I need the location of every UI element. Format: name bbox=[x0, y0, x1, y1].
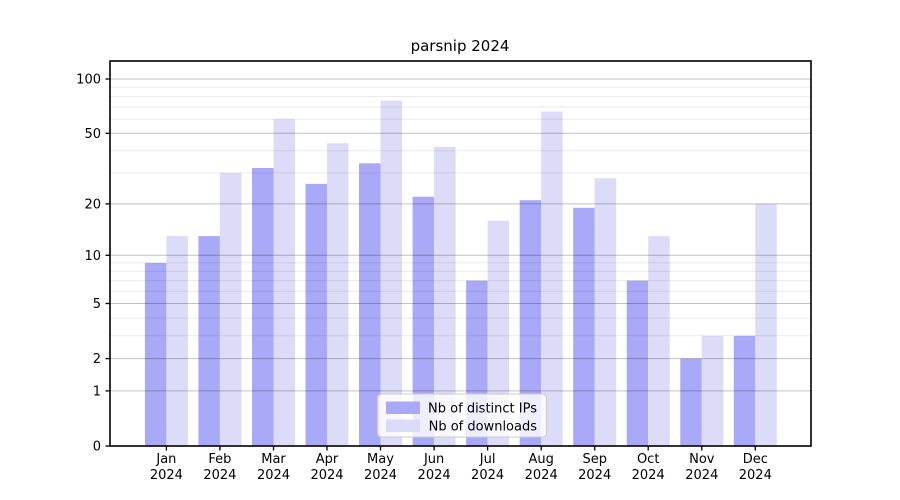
bar-downloads-feb-2024 bbox=[219, 172, 242, 446]
bar-distinct-ips-oct-2024 bbox=[626, 280, 649, 446]
legend-label-distinct-ips: Nb of distinct IPs bbox=[428, 402, 537, 417]
axis-layer: 0 1 2 5 10 20 50 100 Jan 2024 Feb 2024 Mar 2024 Apr 202… bbox=[76, 73, 772, 484]
y-tick-label: 100 bbox=[76, 73, 101, 88]
x-tick-label: Feb 2024 bbox=[203, 452, 236, 483]
bar-distinct-ips-apr-2024 bbox=[305, 183, 327, 446]
legend-label-downloads: Nb of downloads bbox=[429, 420, 538, 435]
y-tick-label: 20 bbox=[84, 197, 101, 212]
x-tick-label: Apr 2024 bbox=[310, 452, 343, 483]
y-tick-label: 2 bbox=[93, 352, 101, 367]
x-tick-label: Jul 2024 bbox=[471, 452, 504, 483]
legend-swatch-downloads bbox=[386, 419, 420, 432]
x-tick-label: May 2024 bbox=[364, 452, 397, 483]
bar-downloads-aug-2024 bbox=[541, 111, 563, 446]
y-tick-label: 5 bbox=[93, 297, 101, 312]
x-tick-label: Sep 2024 bbox=[578, 452, 611, 483]
bar-downloads-nov-2024 bbox=[701, 335, 724, 446]
x-tick-label: Nov 2024 bbox=[685, 452, 718, 483]
chart-title: parsnip 2024 bbox=[411, 37, 510, 55]
y-tick-label: 0 bbox=[93, 440, 101, 455]
bar-distinct-ips-sep-2024 bbox=[573, 207, 595, 446]
y-tick-label: 10 bbox=[84, 249, 101, 264]
legend-swatch-distinct-ips bbox=[386, 401, 420, 414]
bar-downloads-apr-2024 bbox=[327, 143, 349, 447]
bar-distinct-ips-dec-2024 bbox=[733, 335, 756, 446]
bar-downloads-sep-2024 bbox=[594, 178, 617, 446]
x-tick-label: Jun 2024 bbox=[418, 452, 451, 483]
bar-downloads-jan-2024 bbox=[166, 236, 188, 446]
bar-distinct-ips-nov-2024 bbox=[680, 358, 702, 446]
y-tick-label: 1 bbox=[93, 384, 101, 399]
x-tick-label: Mar 2024 bbox=[257, 452, 290, 483]
y-tick-label: 50 bbox=[84, 127, 101, 142]
plot-frame bbox=[109, 60, 812, 447]
legend: Nb of distinct IPs Nb of downloads bbox=[377, 393, 547, 438]
x-tick-label: Dec 2024 bbox=[739, 452, 772, 483]
bar-distinct-ips-jun-2024 bbox=[412, 196, 435, 446]
bar-downloads-jun-2024 bbox=[434, 146, 456, 446]
x-tick-label: Aug 2024 bbox=[525, 452, 558, 483]
bar-distinct-ips-mar-2024 bbox=[252, 168, 274, 446]
bar-downloads-may-2024 bbox=[380, 100, 402, 446]
bar-distinct-ips-may-2024 bbox=[359, 163, 381, 447]
bar-downloads-oct-2024 bbox=[648, 236, 670, 446]
x-tick-label: Jan 2024 bbox=[150, 452, 183, 483]
bar-distinct-ips-jan-2024 bbox=[144, 262, 167, 446]
bar-distinct-ips-feb-2024 bbox=[198, 236, 220, 446]
bar-downloads-dec-2024 bbox=[755, 203, 777, 446]
x-tick-label: Oct 2024 bbox=[632, 452, 665, 483]
grid-layer bbox=[110, 78, 811, 392]
bar-downloads-jul-2024 bbox=[487, 220, 510, 446]
bar-distinct-ips-aug-2024 bbox=[519, 200, 542, 446]
bar-downloads-mar-2024 bbox=[273, 119, 295, 446]
